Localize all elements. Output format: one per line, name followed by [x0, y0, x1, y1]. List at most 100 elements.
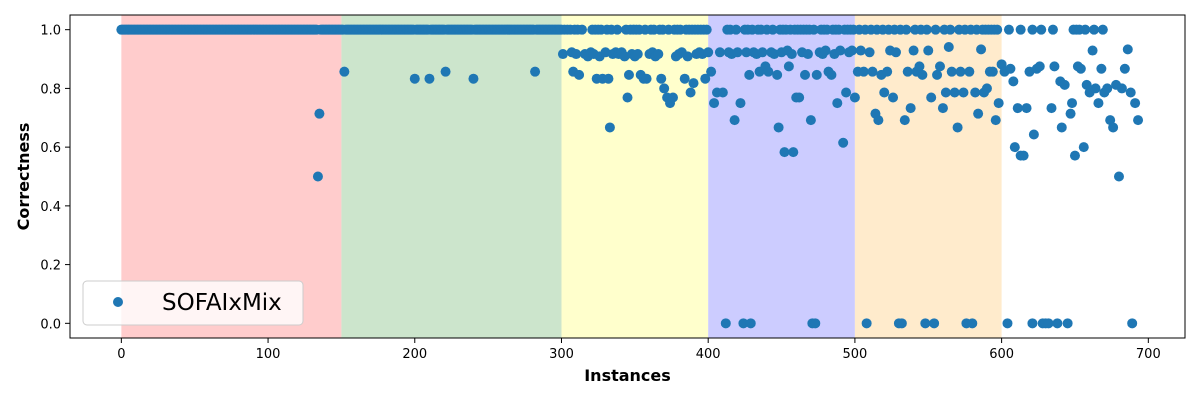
data-point — [855, 45, 866, 56]
data-point — [990, 115, 1001, 126]
data-point — [312, 171, 323, 182]
band-2 — [561, 15, 709, 338]
data-point — [763, 66, 774, 77]
data-point — [1047, 24, 1058, 35]
data-point — [741, 47, 752, 58]
data-point — [820, 45, 831, 56]
data-point — [992, 24, 1003, 35]
x-tick-label: 100 — [256, 347, 281, 362]
data-point — [1127, 318, 1138, 329]
data-point — [1119, 63, 1130, 74]
y-tick-label: 0.8 — [40, 82, 61, 97]
x-axis-ticks: 0 100 200 300 400 500 600 700 — [117, 338, 1161, 362]
y-axis-ticks: 0.0 0.2 0.4 0.6 0.8 1.0 — [40, 24, 70, 332]
data-point — [773, 122, 784, 133]
data-point — [902, 66, 913, 77]
data-point — [879, 87, 890, 98]
data-point — [1056, 122, 1067, 133]
data-point — [1034, 61, 1045, 72]
data-point — [1015, 24, 1026, 35]
data-point — [952, 122, 963, 133]
data-point — [603, 73, 614, 84]
data-point — [1021, 103, 1032, 114]
data-point — [1080, 24, 1091, 35]
legend-box — [82, 280, 304, 326]
data-point — [1097, 24, 1108, 35]
x-axis-title: Instances — [584, 366, 671, 385]
data-point — [717, 87, 728, 98]
data-point — [945, 24, 956, 35]
data-point — [735, 98, 746, 109]
scatter-points — [116, 24, 1144, 329]
data-point — [314, 108, 325, 119]
data-point — [612, 24, 623, 35]
data-point — [714, 47, 725, 58]
data-point — [849, 92, 860, 103]
data-point — [1069, 150, 1080, 161]
data-point — [623, 69, 634, 80]
data-point — [976, 44, 987, 55]
data-point — [622, 92, 633, 103]
data-point — [767, 24, 778, 35]
data-point — [890, 47, 901, 58]
data-point — [772, 69, 783, 80]
data-point — [667, 92, 678, 103]
data-point — [826, 69, 837, 80]
data-point — [574, 69, 585, 80]
data-point — [744, 69, 755, 80]
data-point — [864, 47, 875, 58]
y-tick-label: 1.0 — [40, 24, 61, 39]
data-point — [1049, 61, 1060, 72]
data-point — [1130, 98, 1141, 109]
y-tick-label: 0.2 — [40, 259, 61, 274]
data-point — [1108, 122, 1119, 133]
data-point — [1027, 318, 1038, 329]
data-point — [800, 69, 811, 80]
data-point — [993, 98, 1004, 109]
data-point — [468, 73, 479, 84]
data-point — [659, 83, 670, 94]
data-point — [530, 66, 541, 77]
data-point — [835, 45, 846, 56]
data-point — [930, 24, 941, 35]
data-point — [1122, 44, 1133, 55]
data-point — [709, 98, 720, 109]
data-point — [899, 115, 910, 126]
data-point — [932, 69, 943, 80]
data-point — [1133, 115, 1144, 126]
data-point — [1018, 150, 1029, 161]
data-point — [858, 66, 869, 77]
legend-marker — [113, 297, 123, 307]
data-point — [738, 318, 749, 329]
data-point — [786, 49, 797, 60]
data-point — [1067, 98, 1078, 109]
y-tick-label: 0.0 — [40, 317, 61, 332]
data-point — [1093, 98, 1104, 109]
data-point — [557, 49, 568, 60]
data-point — [703, 47, 714, 58]
data-point — [1116, 83, 1127, 94]
data-point — [701, 24, 712, 35]
data-point — [926, 92, 937, 103]
data-point — [577, 24, 588, 35]
band-3 — [708, 15, 855, 338]
data-point — [923, 45, 934, 56]
data-point — [873, 115, 884, 126]
data-point — [905, 103, 916, 114]
data-point — [949, 87, 960, 98]
data-point — [841, 87, 852, 98]
data-point — [339, 66, 350, 77]
data-point — [867, 66, 878, 77]
data-point — [440, 66, 451, 77]
data-point — [571, 49, 582, 60]
x-tick-label: 400 — [696, 347, 721, 362]
data-point — [973, 108, 984, 119]
data-point — [679, 73, 690, 84]
data-point — [838, 137, 849, 148]
data-point — [861, 318, 872, 329]
data-point — [1036, 24, 1047, 35]
y-tick-label: 0.4 — [40, 200, 61, 215]
data-point — [1065, 108, 1076, 119]
data-point — [1125, 87, 1136, 98]
data-point — [1005, 63, 1016, 74]
